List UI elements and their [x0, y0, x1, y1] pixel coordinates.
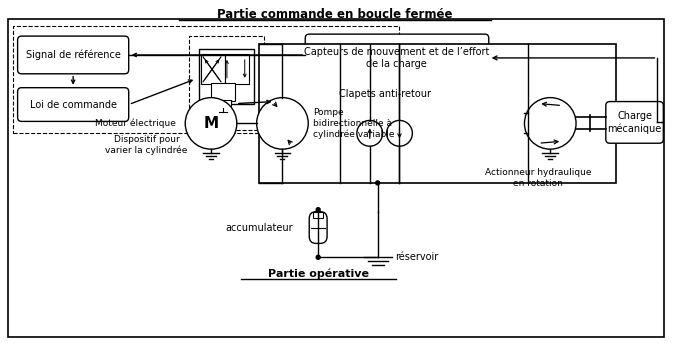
Circle shape	[357, 120, 383, 146]
Bar	[313, 212, 323, 217]
FancyBboxPatch shape	[305, 34, 489, 82]
Text: accumulateur: accumulateur	[226, 223, 293, 233]
Text: Partie commande en boucle fermée: Partie commande en boucle fermée	[217, 8, 453, 21]
Text: Actionneur hydraulique
en rotation: Actionneur hydraulique en rotation	[485, 168, 592, 188]
Circle shape	[316, 255, 320, 259]
Text: M: M	[204, 116, 218, 131]
Text: Capteurs de mouvement et de l’effort
de la charge: Capteurs de mouvement et de l’effort de …	[304, 47, 489, 69]
Bar	[215, 99, 231, 107]
Bar	[189, 36, 264, 130]
Text: Clapets anti-retour: Clapets anti-retour	[338, 88, 431, 99]
Text: Partie opérative: Partie opérative	[268, 269, 369, 280]
Text: Loi de commande: Loi de commande	[30, 99, 117, 109]
Bar	[201, 54, 225, 84]
Bar	[225, 54, 249, 84]
Bar	[199, 49, 253, 104]
Circle shape	[524, 98, 576, 149]
Circle shape	[387, 120, 412, 146]
Text: Moteur électrique: Moteur électrique	[96, 119, 177, 128]
FancyBboxPatch shape	[309, 212, 327, 244]
Circle shape	[257, 98, 308, 149]
Bar	[259, 44, 616, 183]
Circle shape	[185, 98, 237, 149]
Bar	[13, 26, 400, 133]
Text: Pompe
bidirectionnelle à
cylindrée variable: Pompe bidirectionnelle à cylindrée vari…	[313, 108, 395, 139]
FancyBboxPatch shape	[18, 88, 129, 121]
FancyBboxPatch shape	[18, 36, 129, 74]
Circle shape	[375, 181, 379, 185]
Text: réservoir: réservoir	[396, 252, 439, 262]
Text: Dispositif pour
varier la cylindrée: Dispositif pour varier la cylindrée	[105, 135, 188, 155]
Text: Signal de référence: Signal de référence	[26, 50, 121, 60]
Text: Charge
mécanique: Charge mécanique	[607, 111, 662, 133]
Bar	[211, 83, 235, 100]
FancyBboxPatch shape	[606, 102, 663, 143]
Circle shape	[316, 208, 320, 212]
